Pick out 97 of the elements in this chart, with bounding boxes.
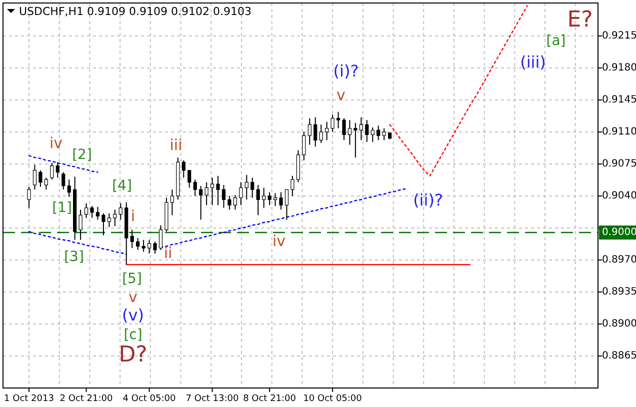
y-tick-label: 0.8900 [602, 318, 636, 330]
candlestick [84, 202, 88, 218]
y-tick-label: 0.9110 [602, 126, 636, 138]
candlestick [376, 125, 380, 141]
annotation: [3] [64, 249, 84, 265]
candlestick [67, 178, 71, 198]
candlestick [188, 170, 192, 188]
candlestick [244, 174, 248, 200]
candlestick [228, 195, 232, 210]
candlestick [199, 185, 203, 220]
candlestick [153, 241, 157, 254]
candlestick [290, 175, 294, 196]
annotation: v [128, 288, 138, 306]
annotation: (i)? [333, 62, 359, 80]
candlestick [136, 238, 140, 250]
candlestick [56, 162, 60, 178]
candlestick [342, 118, 346, 141]
annotation: iv [49, 134, 63, 152]
x-tick-label: 10 Oct 05:00 [303, 394, 362, 404]
candlestick [204, 182, 208, 206]
candlestick [78, 209, 82, 240]
annotation: iv [272, 232, 286, 250]
y-tick-label: 0.9040 [602, 190, 636, 202]
candlestick [210, 177, 214, 206]
annotation: v [336, 86, 346, 104]
candlestick [239, 182, 243, 206]
candlestick [170, 189, 174, 216]
candlestick [325, 121, 329, 141]
y-tick-label: 0.8865 [602, 350, 636, 362]
annotation: [a] [546, 33, 566, 49]
candlestick [118, 202, 122, 220]
candlestick [279, 192, 283, 210]
x-tick-label: 2 Oct 21:00 [60, 394, 114, 404]
candlestick [314, 116, 318, 148]
candlestick [233, 194, 237, 210]
y-tick-label: 0.8935 [602, 286, 636, 298]
candlestick [182, 160, 186, 178]
annotation: ii [164, 244, 172, 262]
candlestick [273, 192, 278, 207]
x-tick-label: 4 Oct 05:00 [122, 394, 176, 404]
y-tick-label: 0.9145 [602, 94, 636, 106]
candlestick [130, 229, 134, 249]
candlestick [27, 186, 31, 208]
candlestick [268, 192, 272, 206]
candlestick [102, 212, 106, 236]
candlestick [348, 120, 352, 146]
candlestick [354, 122, 358, 158]
y-tick-label: 0.9075 [602, 158, 636, 170]
candlestick [308, 118, 312, 146]
y-tick-label: 0.8970 [602, 254, 636, 266]
line-series [160, 188, 408, 248]
annotation: (v) [122, 306, 144, 324]
candlestick [250, 177, 254, 198]
candlestick [96, 206, 100, 220]
candlestick [365, 120, 369, 142]
candlestick [359, 116, 363, 141]
annotation: [2] [72, 147, 92, 163]
annotation: [1] [52, 200, 72, 216]
ref-line-label: 0.9000 [602, 227, 636, 238]
y-tick-label: 0.9180 [602, 62, 636, 74]
chart-title: USDCHF,H1 0.9109 0.9109 0.9102 0.9103 [19, 5, 252, 18]
annotation: [5] [122, 271, 142, 287]
y-tick-label: 0.9215 [602, 30, 636, 42]
annotation: [c] [124, 327, 142, 343]
candlestick [62, 172, 66, 190]
annotation: E? [567, 8, 593, 32]
x-tick-label: 8 Oct 21:00 [243, 394, 296, 404]
x-tick-label: 1 Oct 2013 [4, 394, 54, 404]
annotation: (iii) [520, 52, 546, 72]
candlestick [107, 212, 111, 228]
candlestick [336, 111, 340, 129]
annotation: i [130, 207, 136, 225]
candlestick [330, 114, 334, 132]
candlestick [50, 162, 54, 180]
x-tick-label: 7 Oct 13:00 [186, 394, 240, 404]
candlestick [158, 224, 163, 250]
candlestick [113, 209, 117, 227]
candlestick [32, 164, 37, 190]
annotation: iii [170, 136, 182, 154]
candlestick [284, 189, 289, 220]
candlestick [142, 239, 146, 252]
candlestick [44, 177, 48, 190]
candlestick [216, 175, 220, 206]
candlestick [256, 184, 260, 216]
candlestick [302, 131, 306, 161]
candlestick [370, 126, 374, 142]
annotation: D? [118, 342, 148, 368]
candlestick [38, 170, 42, 188]
candlestick [262, 187, 266, 208]
candlestick [90, 206, 94, 218]
annotation: [4] [112, 178, 132, 194]
candlestick [147, 239, 152, 254]
candlestick [222, 184, 226, 208]
candlestick [382, 128, 386, 141]
candlestick [193, 178, 197, 196]
annotation: (ii)? [413, 190, 443, 210]
candlestick [319, 124, 323, 144]
